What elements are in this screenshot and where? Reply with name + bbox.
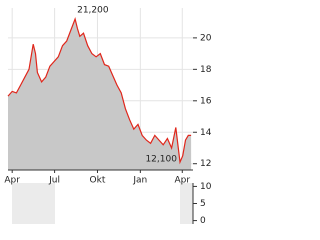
x-tick-label: Jul bbox=[48, 176, 60, 186]
y-tick-label: 12 bbox=[200, 159, 211, 169]
y-tick-label: 14 bbox=[200, 128, 212, 138]
volume-tick-label: 0 bbox=[200, 216, 206, 226]
chart: 12 14 16 18 20 Apr Jul Okt Jan Apr 21,200 12,100 0 5 1… bbox=[4, 6, 212, 227]
price-area bbox=[8, 19, 192, 170]
price-line bbox=[7, 16, 192, 165]
x-tick-label: Apr bbox=[4, 176, 20, 186]
x-tick-label: Jan bbox=[132, 176, 147, 186]
annotation: 21,200 bbox=[77, 6, 109, 16]
y-tick-label: 16 bbox=[200, 96, 212, 106]
x-tick-label: Apr bbox=[174, 176, 190, 186]
volume-shade bbox=[12, 183, 55, 224]
volume-tick-label: 5 bbox=[200, 199, 206, 209]
y-tick-label: 18 bbox=[200, 65, 212, 75]
annotation: 12,100 bbox=[145, 155, 177, 165]
volume-shade bbox=[180, 183, 193, 224]
y-tick-label: 20 bbox=[200, 33, 212, 43]
x-tick-label: Okt bbox=[90, 176, 106, 186]
volume-tick-label: 10 bbox=[200, 182, 212, 192]
